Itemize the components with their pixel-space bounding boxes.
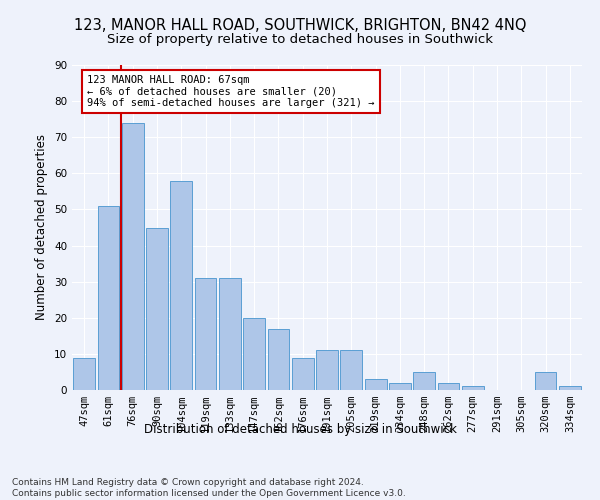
Text: Distribution of detached houses by size in Southwick: Distribution of detached houses by size … xyxy=(143,422,457,436)
Text: Contains HM Land Registry data © Crown copyright and database right 2024.
Contai: Contains HM Land Registry data © Crown c… xyxy=(12,478,406,498)
Text: Size of property relative to detached houses in Southwick: Size of property relative to detached ho… xyxy=(107,32,493,46)
Bar xyxy=(97,206,119,390)
Bar xyxy=(146,228,168,390)
Y-axis label: Number of detached properties: Number of detached properties xyxy=(35,134,49,320)
Text: 123, MANOR HALL ROAD, SOUTHWICK, BRIGHTON, BN42 4NQ: 123, MANOR HALL ROAD, SOUTHWICK, BRIGHTO… xyxy=(74,18,526,32)
Bar xyxy=(365,379,386,390)
Bar xyxy=(292,358,314,390)
Bar xyxy=(340,350,362,390)
Bar xyxy=(535,372,556,390)
Bar xyxy=(559,386,581,390)
Bar xyxy=(219,278,241,390)
Bar xyxy=(170,180,192,390)
Bar xyxy=(413,372,435,390)
Text: 123 MANOR HALL ROAD: 67sqm
← 6% of detached houses are smaller (20)
94% of semi-: 123 MANOR HALL ROAD: 67sqm ← 6% of detac… xyxy=(88,74,375,108)
Bar xyxy=(194,278,217,390)
Bar xyxy=(73,358,95,390)
Bar xyxy=(316,350,338,390)
Bar xyxy=(437,383,460,390)
Bar xyxy=(243,318,265,390)
Bar xyxy=(268,328,289,390)
Bar xyxy=(122,123,143,390)
Bar xyxy=(462,386,484,390)
Bar xyxy=(389,383,411,390)
